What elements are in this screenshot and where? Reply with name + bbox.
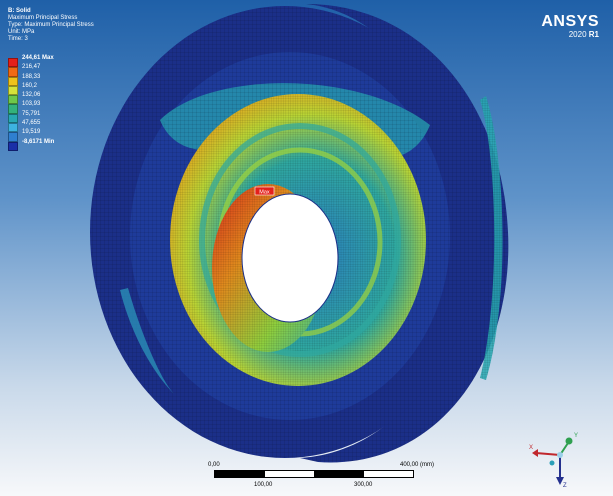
legend-label: 216,47 — [22, 64, 41, 71]
triad-z-label: Z — [563, 483, 567, 489]
legend-swatch — [8, 67, 18, 77]
legend-swatch — [8, 113, 18, 124]
legend-swatch — [8, 58, 18, 68]
result-time: Time: 3 — [8, 36, 28, 42]
ansys-logo: ANSYS 2020 R1 — [541, 14, 599, 40]
triad-y-label: Y — [574, 433, 578, 439]
legend-swatch — [8, 104, 18, 114]
result-info: B: Solid Maximum Principal Stress Type: … — [8, 8, 94, 43]
legend-swatch — [8, 95, 18, 105]
logo-brand: ANSYS — [541, 13, 599, 30]
logo-release: R1 — [588, 30, 599, 39]
max-probe-label: Max — [259, 190, 270, 196]
result-unit: Unit: MPa — [8, 29, 35, 35]
outer-rim — [300, 4, 509, 463]
scale-start: 0,00 — [208, 462, 220, 468]
scale-bar: 0,00 400,00 (mm) 100,00 300,00 — [208, 462, 434, 492]
legend-swatch — [8, 132, 18, 142]
legend-swatch — [8, 123, 18, 133]
axis-triad[interactable]: X Y Z — [528, 425, 588, 490]
scale-mid2: 300,00 — [354, 482, 373, 488]
legend-label: 19,519 — [22, 129, 41, 136]
logo-version: 2020 R1 — [541, 30, 599, 40]
legend-label: -8,6171 Min — [22, 138, 55, 145]
scale-end: 400,00 (mm) — [400, 462, 435, 468]
legend-label: 244,61 Max — [22, 55, 54, 61]
legend-swatch — [8, 141, 18, 151]
result-name: Maximum Principal Stress — [8, 15, 78, 21]
triad-x-label: X — [529, 445, 533, 451]
legend-swatch — [8, 76, 18, 86]
max-probe[interactable]: Max — [254, 186, 275, 196]
bore — [212, 184, 339, 352]
legend-label: 75,791 — [22, 110, 41, 117]
result-type: Type: Maximum Principal Stress — [8, 22, 94, 28]
result-title: B: Solid — [8, 8, 31, 14]
legend-label: 160,2 — [22, 82, 38, 89]
logo-year: 2020 — [568, 30, 587, 39]
legend-label: 103,93 — [22, 101, 41, 108]
legend-label: 132,06 — [22, 92, 41, 99]
legend-label: 188,33 — [22, 73, 41, 80]
scale-bar-graphic — [214, 470, 414, 478]
legend-label: 47,655 — [22, 120, 41, 127]
scale-mid1: 100,00 — [254, 482, 273, 488]
legend-swatch — [8, 85, 18, 96]
